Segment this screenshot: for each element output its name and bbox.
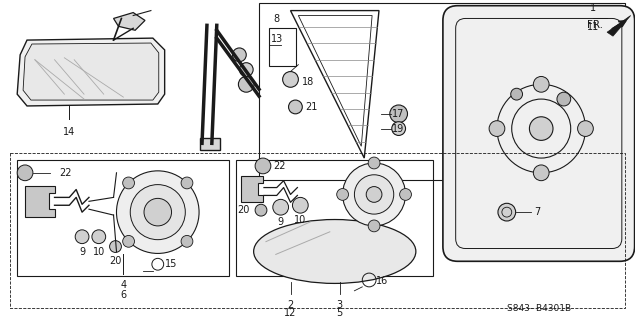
Circle shape [131, 185, 186, 240]
Circle shape [342, 163, 406, 226]
Text: 7: 7 [534, 207, 541, 217]
Circle shape [529, 117, 553, 140]
Polygon shape [25, 186, 54, 217]
Text: 10: 10 [294, 215, 307, 225]
Polygon shape [607, 16, 630, 36]
Circle shape [232, 48, 246, 62]
Circle shape [355, 175, 394, 214]
Circle shape [255, 204, 267, 216]
Circle shape [337, 189, 349, 200]
Circle shape [255, 158, 271, 174]
Circle shape [92, 230, 106, 244]
Circle shape [392, 122, 406, 136]
Text: 19: 19 [392, 123, 404, 134]
Circle shape [289, 100, 302, 114]
Text: 20: 20 [237, 205, 249, 215]
Circle shape [238, 77, 254, 92]
Text: 14: 14 [63, 127, 76, 137]
Text: S843- B4301B: S843- B4301B [507, 304, 571, 313]
Text: 11: 11 [587, 22, 600, 33]
Bar [236, 160, 433, 276]
Circle shape [273, 199, 289, 215]
Circle shape [498, 203, 516, 221]
Bar [269, 28, 296, 66]
Circle shape [239, 63, 253, 77]
Bar [10, 153, 625, 308]
Polygon shape [17, 38, 164, 106]
Circle shape [577, 121, 593, 137]
Circle shape [368, 220, 380, 232]
Text: 13: 13 [271, 34, 283, 44]
Text: 16: 16 [376, 276, 388, 286]
Bar [200, 138, 220, 150]
Circle shape [123, 235, 134, 247]
Circle shape [366, 187, 382, 202]
Text: 1: 1 [590, 3, 596, 12]
Text: 6: 6 [120, 290, 127, 300]
Text: 9: 9 [278, 217, 284, 227]
Text: 10: 10 [93, 247, 105, 256]
Text: 9: 9 [79, 247, 85, 256]
Text: 18: 18 [302, 78, 314, 87]
Text: 21: 21 [305, 102, 317, 112]
Circle shape [75, 230, 89, 244]
Circle shape [109, 241, 122, 252]
Text: 22: 22 [273, 161, 285, 171]
Text: 4: 4 [120, 280, 127, 290]
Bar [17, 160, 228, 276]
Polygon shape [23, 43, 159, 100]
Circle shape [533, 165, 549, 181]
Text: 8: 8 [274, 14, 280, 24]
FancyBboxPatch shape [443, 6, 635, 261]
Circle shape [368, 157, 380, 169]
Text: 5: 5 [337, 308, 343, 317]
Circle shape [181, 177, 193, 189]
Text: 17: 17 [392, 109, 404, 119]
Text: 15: 15 [164, 259, 177, 269]
Bar [259, 3, 625, 180]
Circle shape [489, 121, 505, 137]
Circle shape [123, 177, 134, 189]
Circle shape [116, 171, 199, 253]
Ellipse shape [253, 219, 416, 283]
Text: 12: 12 [284, 308, 297, 317]
Text: 22: 22 [60, 168, 72, 178]
Circle shape [17, 165, 33, 181]
Polygon shape [113, 12, 145, 30]
Polygon shape [241, 176, 263, 202]
Circle shape [399, 189, 412, 200]
Circle shape [390, 105, 408, 123]
Circle shape [283, 71, 298, 87]
Circle shape [292, 197, 308, 213]
Text: FR.: FR. [587, 20, 603, 30]
Text: 20: 20 [109, 256, 122, 266]
Text: 2: 2 [287, 300, 294, 310]
Circle shape [181, 235, 193, 247]
Text: 3: 3 [337, 300, 343, 310]
Circle shape [511, 88, 522, 100]
Circle shape [557, 92, 571, 106]
Circle shape [144, 198, 172, 226]
Circle shape [533, 77, 549, 92]
